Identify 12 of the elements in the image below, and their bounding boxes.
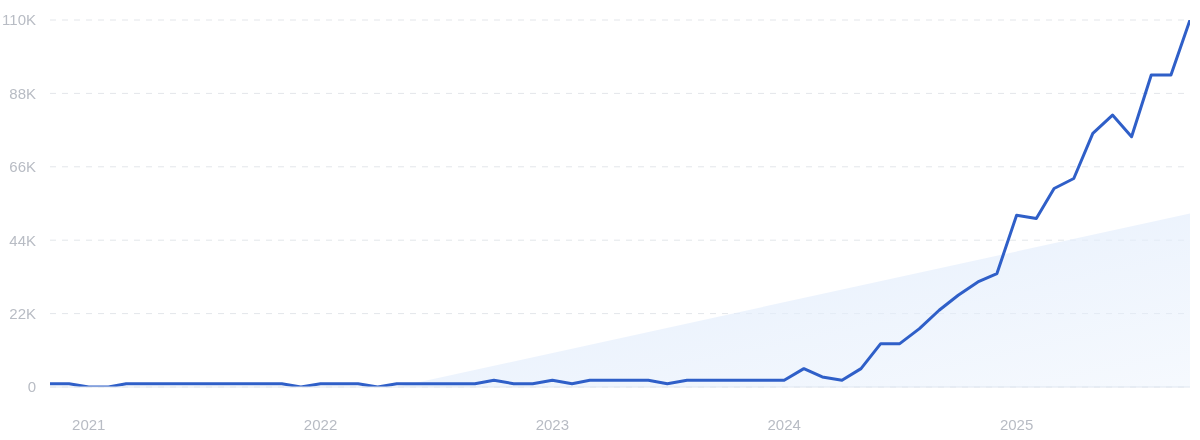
- x-tick-label: 2024: [767, 415, 801, 433]
- x-tick-label: 2021: [72, 415, 106, 433]
- y-tick-label: 22K: [9, 304, 36, 322]
- y-tick-label: 110K: [2, 11, 36, 29]
- y-tick-label: 44K: [9, 231, 36, 249]
- y-tick-label: 0: [27, 378, 36, 396]
- line-series: [50, 20, 1190, 387]
- x-tick-label: 2022: [303, 415, 338, 433]
- y-tick-label: 88K: [9, 84, 36, 102]
- x-tick-label: 2025: [999, 415, 1034, 433]
- y-tick-label: 66K: [9, 158, 36, 176]
- x-tick-label: 2023: [535, 415, 570, 433]
